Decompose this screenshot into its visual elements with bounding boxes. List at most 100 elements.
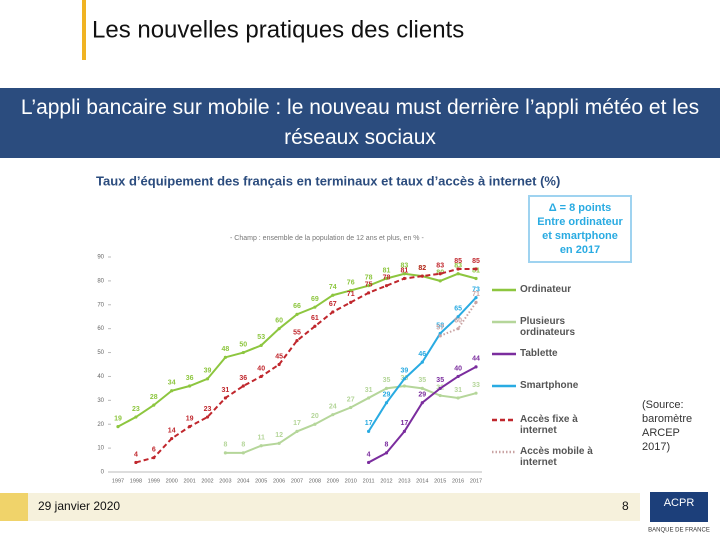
data-point (402, 429, 406, 433)
data-label: 53 (257, 334, 265, 341)
data-label: 4 (367, 451, 371, 458)
y-tick-label: 0 (101, 470, 105, 476)
data-label: 44 (472, 356, 480, 363)
footer-date: 29 janvier 2020 (38, 499, 120, 513)
data-label: 67 (329, 301, 337, 308)
data-point (134, 415, 138, 419)
data-label: 66 (293, 303, 301, 310)
x-tick-label: 2004 (237, 478, 249, 484)
legend-label: Ordinateur (520, 284, 572, 295)
y-tick-label: 20 (97, 422, 104, 428)
data-point (367, 429, 371, 433)
data-point (438, 272, 442, 276)
data-label: 4 (134, 451, 138, 458)
data-label: 23 (132, 406, 140, 413)
data-label: 57 (436, 325, 444, 332)
data-label: 6 (152, 447, 156, 454)
data-point (241, 451, 245, 455)
data-point (456, 315, 460, 319)
annotation: Δ = 8 points Entre ordinateur et smartph… (528, 195, 632, 263)
data-point (277, 327, 281, 331)
data-label: 29 (418, 392, 426, 399)
data-point (438, 386, 442, 390)
data-point (349, 405, 353, 410)
data-point (402, 276, 406, 281)
x-tick-label: 2011 (363, 478, 375, 484)
data-label: 71 (472, 291, 480, 298)
data-point (384, 284, 389, 288)
data-point (313, 305, 317, 309)
source: (Source: baromètre ARCEP 2017) (642, 399, 693, 453)
x-tick-label: 2009 (327, 478, 339, 484)
data-label: 20 (311, 413, 319, 420)
data-point (456, 327, 460, 331)
x-tick-label: 2000 (166, 478, 178, 484)
data-point (367, 396, 371, 400)
data-label: 76 (347, 279, 355, 286)
data-label: 45 (275, 353, 283, 360)
data-point (438, 393, 442, 398)
data-label: 82 (418, 265, 426, 272)
data-label: 50 (239, 341, 247, 348)
data-label: 28 (150, 394, 158, 401)
data-point (456, 396, 460, 400)
data-label: 83 (454, 263, 462, 270)
data-label: 78 (383, 275, 391, 282)
data-point (152, 456, 156, 460)
data-label: 24 (329, 404, 337, 411)
page-number: 8 (622, 499, 629, 513)
data-label: 55 (293, 329, 301, 336)
y-tick-label: 50 (97, 350, 104, 356)
data-point (170, 436, 174, 441)
x-tick-label: 2008 (309, 478, 321, 484)
data-point (384, 451, 389, 455)
data-label: 46 (418, 351, 426, 358)
data-point (384, 401, 389, 405)
y-tick-label: 10 (97, 446, 104, 452)
data-point (188, 425, 192, 429)
data-point (474, 365, 478, 369)
data-label: 83 (436, 263, 444, 270)
data-label: 81 (401, 267, 409, 274)
data-point (259, 374, 263, 379)
data-label: 48 (222, 346, 230, 353)
data-label: 61 (311, 315, 319, 322)
logo (650, 492, 708, 522)
data-label: 8 (241, 442, 245, 449)
data-point (277, 441, 281, 445)
logo-sub: BANQUE DE FRANCE (648, 528, 710, 534)
data-point (438, 279, 442, 283)
data-point (349, 300, 353, 304)
data-label: 65 (454, 306, 462, 313)
data-label: 71 (347, 291, 355, 298)
x-tick-label: 2006 (273, 478, 285, 484)
data-point (384, 386, 389, 390)
y-tick-label: 30 (97, 398, 104, 404)
x-tick-label: 2016 (452, 478, 464, 484)
data-label: 27 (347, 396, 355, 403)
data-label: 31 (222, 387, 230, 394)
y-tick-label: 40 (97, 374, 104, 380)
data-label: 19 (114, 415, 122, 422)
data-label: 75 (365, 282, 373, 289)
data-label: 35 (383, 377, 391, 384)
data-label: 34 (168, 380, 176, 387)
data-point (134, 460, 138, 465)
chart-title: Taux d’équipement des français en termin… (96, 173, 560, 188)
data-point (456, 267, 460, 271)
legend-label: Plusieurs ordinateurs (520, 316, 576, 338)
data-point (205, 377, 210, 381)
x-tick-label: 2003 (219, 478, 231, 484)
data-label: 31 (365, 387, 373, 394)
x-tick-label: 1997 (112, 478, 124, 484)
data-label: 8 (385, 442, 389, 449)
data-point (295, 429, 299, 433)
data-label: 81 (472, 267, 480, 274)
data-point (456, 272, 460, 276)
data-label: 81 (383, 267, 391, 274)
data-point (402, 272, 406, 276)
x-tick-label: 2013 (398, 478, 410, 484)
data-point (241, 384, 245, 388)
data-label: 69 (311, 296, 319, 303)
